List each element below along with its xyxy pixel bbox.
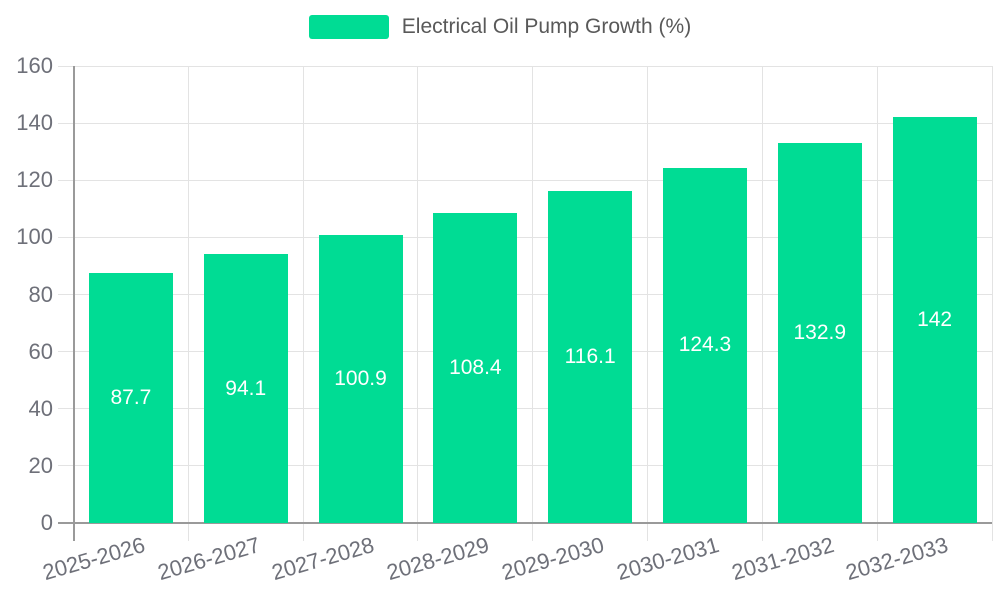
x-axis-label: 2028-2029 xyxy=(383,532,492,586)
bar-value-label: 142 xyxy=(917,308,953,332)
bar[interactable]: 87.7 xyxy=(88,272,173,523)
gridline-vertical xyxy=(761,66,763,541)
bar-value-label: 87.7 xyxy=(110,385,152,409)
gridline-horizontal xyxy=(57,65,992,67)
y-axis-label: 20 xyxy=(28,452,53,478)
bar[interactable]: 132.9 xyxy=(777,143,862,523)
y-axis-label: 80 xyxy=(28,281,53,307)
gridline-horizontal xyxy=(57,351,992,353)
gridline-vertical xyxy=(991,66,993,541)
gridline-vertical xyxy=(647,66,649,541)
bar[interactable]: 116.1 xyxy=(548,191,633,523)
x-axis-line xyxy=(57,522,992,524)
bar-value-label: 116.1 xyxy=(564,345,616,369)
bar[interactable]: 108.4 xyxy=(433,213,518,523)
y-axis-line xyxy=(72,66,75,541)
x-axis-label: 2031-2032 xyxy=(728,532,837,586)
bar-value-label: 100.9 xyxy=(334,366,387,390)
x-axis-label: 2029-2030 xyxy=(498,532,607,586)
gridline-horizontal xyxy=(57,465,992,467)
gridline-horizontal xyxy=(57,122,992,124)
y-axis-label: 120 xyxy=(16,167,53,193)
legend-swatch xyxy=(308,15,389,39)
gridline-horizontal xyxy=(57,236,992,238)
bar-value-label: 94.1 xyxy=(225,376,267,400)
y-axis-label: 0 xyxy=(40,510,53,535)
chart-legend[interactable]: Electrical Oil Pump Growth (%) xyxy=(0,15,1000,39)
bar[interactable]: 100.9 xyxy=(318,234,403,523)
x-axis-label: 2025-2026 xyxy=(39,532,148,586)
gridline-vertical xyxy=(187,66,189,541)
bar-value-label: 124.3 xyxy=(678,333,732,357)
y-axis-label: 60 xyxy=(28,338,53,364)
y-axis-label: 140 xyxy=(16,110,53,136)
y-axis-label: 100 xyxy=(16,224,53,250)
bar-value-label: 108.4 xyxy=(449,356,502,380)
gridline-horizontal xyxy=(57,408,992,410)
gridline-vertical xyxy=(532,66,534,541)
bar-value-label: 132.9 xyxy=(793,321,847,345)
legend-label: Electrical Oil Pump Growth (%) xyxy=(401,15,692,38)
gridline-horizontal xyxy=(57,179,992,181)
bar[interactable]: 124.3 xyxy=(662,167,747,523)
gridline-vertical xyxy=(302,66,304,541)
x-axis-label: 2026-2027 xyxy=(154,532,263,586)
gridline-vertical xyxy=(417,66,419,541)
x-axis-label: 2027-2028 xyxy=(269,532,378,586)
x-axis-label: 2030-2031 xyxy=(613,532,722,586)
gridline-vertical xyxy=(876,66,878,541)
gridline-horizontal xyxy=(57,294,992,295)
bar[interactable]: 142 xyxy=(892,117,977,523)
y-axis-label: 40 xyxy=(28,395,53,421)
bar[interactable]: 94.1 xyxy=(203,254,288,523)
y-axis-label: 160 xyxy=(16,53,53,78)
x-axis-label: 2032-2033 xyxy=(843,532,952,586)
